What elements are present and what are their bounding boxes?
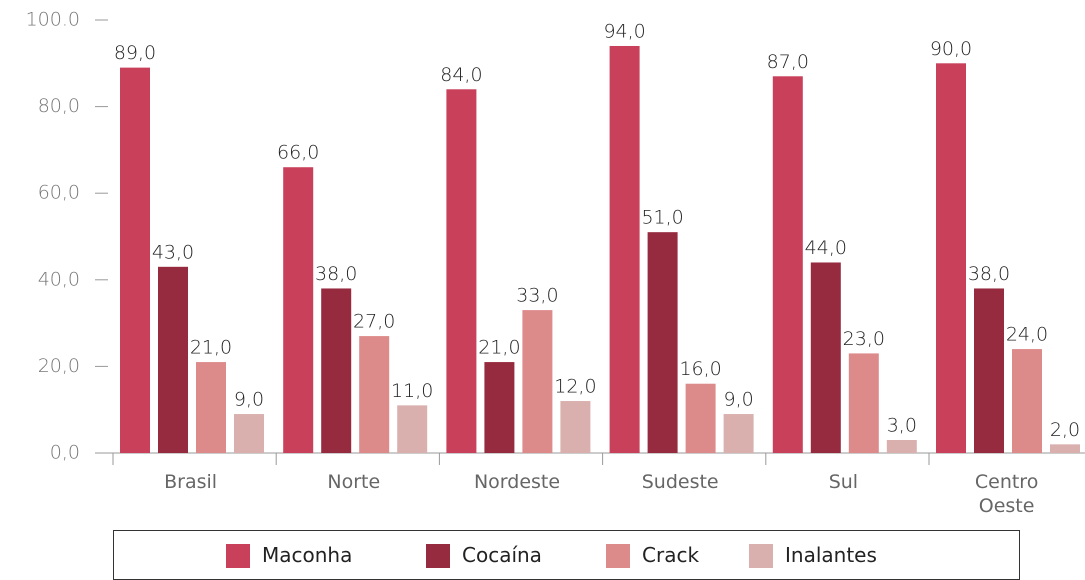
bar [848,353,879,453]
bar [685,383,716,453]
bar [1012,349,1042,453]
value-label: 94,0 [603,20,645,42]
legend-swatch [226,544,250,568]
value-label: 27,0 [353,311,395,333]
y-tick-label: 80,0 [38,95,80,117]
y-tick-label: 20,0 [38,355,80,377]
x-tick-label: Nordeste [473,471,561,493]
bar [158,266,188,453]
legend-label: Inalantes [785,543,877,567]
value-label: 16,0 [679,358,721,380]
bar [1050,444,1080,453]
x-tick-label: Sudeste [641,471,719,493]
value-label: 21,0 [190,337,232,359]
bar [936,63,966,454]
legend-swatch [426,544,450,568]
value-label: 33,0 [516,285,558,307]
value-label: 38,0 [968,263,1010,285]
bar [234,414,264,453]
value-label: 11,0 [391,380,433,402]
bar [772,76,803,453]
legend-swatch [606,544,630,568]
plot: 0,0 20,0 40,0 60,0 80,0 100.0 89,0 66,0 84,0 94,0… [26,9,1085,465]
value-label: 43,0 [152,241,194,263]
bar [120,67,150,453]
bar [886,440,917,453]
legend-label: Cocaína [462,543,542,567]
value-label: 38,0 [315,263,357,285]
value-label: 51,0 [641,207,683,229]
bar [810,262,841,453]
y-tick-label: 0,0 [50,442,80,464]
bar [196,362,226,453]
bar [723,414,754,453]
bar [974,288,1004,453]
bar [283,167,314,453]
x-tick-label: Sul [828,471,859,493]
bar [321,288,352,453]
value-label: 21,0 [478,337,520,359]
legend-label: Maconha [262,543,353,567]
x-tick-label: Brasil [164,471,218,493]
y-tick-label: 40,0 [38,268,80,290]
bar [609,45,640,453]
value-label: 44,0 [805,237,847,259]
value-label: 87,0 [767,51,809,73]
bar [647,232,678,453]
value-label: 12,0 [554,376,596,398]
bar [359,336,390,453]
value-label: 3,0 [887,415,917,437]
value-label: 24,0 [1006,324,1048,346]
x-tick-label: Norte [327,471,381,493]
legend-swatch [749,544,773,568]
legend-label: Crack [642,543,700,567]
bar [484,362,515,453]
legend: Maconha Cocaína Crack Inalantes [113,530,1020,580]
y-tick-label: 60,0 [38,182,80,204]
bar [522,310,553,453]
value-label: 84,0 [440,64,482,86]
value-label: 9,0 [234,389,264,411]
y-tick-label: 100.0 [26,9,80,31]
value-label: 23,0 [843,328,885,350]
value-label: 66,0 [277,142,319,164]
value-label: 89,0 [114,42,156,64]
value-label: 9,0 [723,389,753,411]
bar [560,401,591,453]
bar [446,89,477,453]
value-label: 2,0 [1050,419,1080,441]
x-tick-label: Centro Oeste [974,471,1039,517]
bar [397,405,428,453]
value-label: 90,0 [930,38,972,60]
